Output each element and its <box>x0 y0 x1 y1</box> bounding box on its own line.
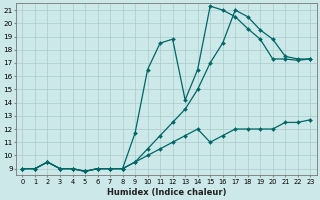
X-axis label: Humidex (Indice chaleur): Humidex (Indice chaleur) <box>107 188 226 197</box>
